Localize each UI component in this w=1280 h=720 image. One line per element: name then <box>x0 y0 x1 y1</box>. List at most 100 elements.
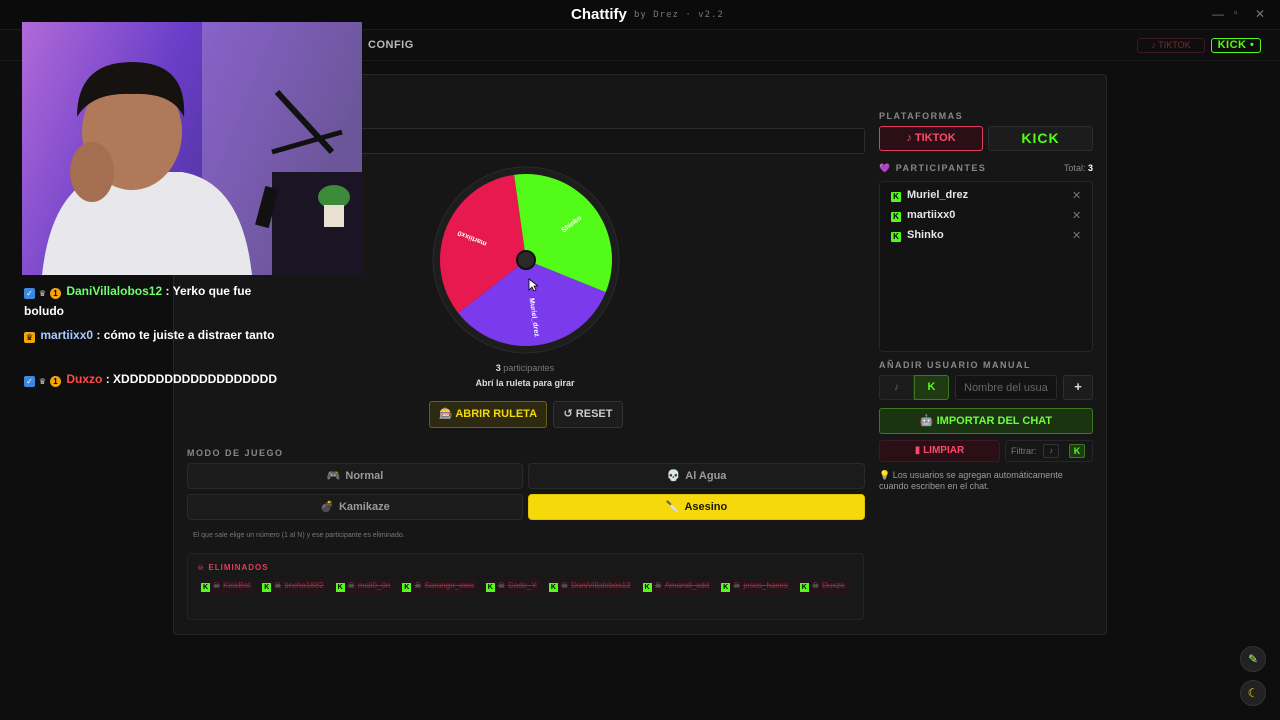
chat-username: DaniVillalobos12 <box>66 284 163 298</box>
skull-icon: ☠ <box>811 581 819 590</box>
knife-icon: 🔪 <box>665 501 680 513</box>
theme-toggle-button[interactable]: ☾ <box>1240 680 1266 706</box>
filter-kick-toggle[interactable]: K <box>1069 444 1085 458</box>
mode-description: El que sale elige un número (1 al N) y e… <box>193 532 405 539</box>
eliminated-user-tag: K ☠ tincho1882 <box>260 579 328 593</box>
verified-badge-icon: ✓ <box>24 288 35 299</box>
eliminated-user-tag: K ☠ mali0_0n <box>333 579 395 593</box>
wheel-slice <box>458 260 606 346</box>
kick-icon: K <box>485 583 495 592</box>
remove-participant-icon[interactable]: ✕ <box>1072 190 1082 202</box>
nav-tiktok-status[interactable]: ♪ TIKTOK <box>1137 38 1205 53</box>
eliminated-user-tag: K ☠ Sarango_owo <box>400 579 478 593</box>
kick-icon: K <box>402 583 412 592</box>
crown-badge-icon: ♛ <box>38 289 47 298</box>
skull-icon: ☠ <box>733 581 741 590</box>
eliminated-user-tag: K ☠ Duxzo <box>797 579 849 593</box>
filter-label: Filtrar: <box>1011 446 1037 456</box>
platform-tiktok-button[interactable]: ♪ TIKTOK <box>879 126 983 151</box>
participant-count: 3 participantes <box>495 363 555 373</box>
close-button[interactable]: ✕ <box>1255 7 1266 21</box>
add-user-label: AÑADIR USUARIO MANUAL <box>879 360 1031 370</box>
chat-username: Duxzo <box>66 372 103 386</box>
eliminated-user-tag: K ☠ Code_Y <box>483 579 541 593</box>
chat-message: ✓ ♛ 1 DaniVillalobos12 : Yerko que fue bol… <box>24 281 284 321</box>
skull-icon: ☠ <box>414 581 422 590</box>
remove-participant-icon[interactable]: ✕ <box>1072 230 1082 242</box>
open-roulette-button[interactable]: 🎰 ABRIR RULETA <box>429 401 547 428</box>
import-chat-button[interactable]: 🤖 IMPORTAR DEL CHAT <box>879 408 1093 434</box>
mouse-cursor-icon <box>528 278 538 292</box>
skull-icon: ☠ <box>347 581 355 590</box>
skull-icon: ☠ <box>560 581 569 590</box>
eliminated-user-tag: K ☠ jesus_haces <box>719 579 792 593</box>
mode-asesino-button[interactable]: 🔪 Asesino <box>528 494 865 520</box>
moon-icon: ☾ <box>1247 686 1259 700</box>
mode-kamikaze-button[interactable]: 💣 Kamikaze <box>187 494 523 520</box>
skull-icon: ☠ <box>274 581 282 590</box>
maximize-button[interactable]: ▫ <box>1234 8 1238 19</box>
skull-icon: ☠ <box>497 581 505 590</box>
edit-fab-button[interactable]: ✎ <box>1240 646 1266 672</box>
crown-badge-icon: ♛ <box>38 377 47 386</box>
participant-item: K Muriel_drez <box>891 189 968 202</box>
wheel-hub <box>516 250 536 270</box>
filter-tiktok-toggle[interactable]: ♪ <box>1043 444 1059 458</box>
participants-label: 💜 PARTICIPANTES <box>879 163 987 173</box>
nav-config-tab[interactable]: CONFIG <box>368 39 414 51</box>
remove-participant-icon[interactable]: ✕ <box>1072 210 1082 222</box>
minimize-button[interactable]: — <box>1212 7 1224 21</box>
gamepad-icon: 🎮 <box>326 470 341 482</box>
username-input[interactable] <box>955 375 1057 400</box>
clear-button[interactable]: ▮ LIMPIAR <box>879 440 1000 462</box>
kick-icon: K <box>642 583 652 592</box>
chat-username: martiixx0 <box>40 328 94 342</box>
mode-al-agua-button[interactable]: 💀 Al Agua <box>528 463 865 489</box>
wheel-hint: Abrí la ruleta para girar <box>475 378 575 388</box>
robot-icon: 🤖 <box>919 415 937 427</box>
kick-icon: K <box>891 192 901 202</box>
nav-kick-status[interactable]: KICK • <box>1211 38 1261 53</box>
chat-message: ♛ martiixx0 : cómo te juiste a distraer … <box>24 325 284 345</box>
reset-button[interactable]: ↺ RESET <box>553 401 623 428</box>
slot-icon: 🎰 <box>438 408 456 420</box>
mode-normal-button[interactable]: 🎮 Normal <box>187 463 523 489</box>
app-title: Chattify <box>571 6 627 23</box>
eliminated-title: ☠ ELIMINADOS <box>197 563 269 572</box>
kick-icon: K <box>891 212 901 222</box>
game-mode-label: MODO DE JUEGO <box>187 448 284 458</box>
verified-badge-icon: ✓ <box>24 376 35 387</box>
info-text: 💡 Los usuarios se agregan automáticament… <box>879 470 1063 491</box>
eliminated-user-tag: K ☠ Amaroll_xdd <box>640 579 714 593</box>
add-user-button[interactable]: + <box>1063 375 1093 400</box>
nav-bar: CONFIG ♪ TIKTOK KICK • <box>0 31 1280 61</box>
top-input-bar[interactable] <box>355 128 865 154</box>
kick-icon: K <box>891 232 901 242</box>
kick-icon: K <box>548 583 558 592</box>
add-platform-tiktok-toggle[interactable]: ♪ <box>879 375 914 400</box>
app-subtitle: by Drez · v2.2 <box>634 10 724 20</box>
webcam-video <box>22 22 362 275</box>
participants-total: Total: 3 <box>1063 163 1093 173</box>
skull-icon: 💀 <box>666 470 681 482</box>
platform-kick-button[interactable]: KICK <box>988 126 1093 151</box>
wheel-slice <box>514 174 612 293</box>
chat-text: : XDDDDDDDDDDDDDDDDDD <box>105 372 278 386</box>
eliminated-user-tag: K ☠ KickBot <box>199 579 255 593</box>
skull-icon: ☠ <box>213 581 221 590</box>
kick-icon: K <box>799 583 809 592</box>
trash-icon: ▮ <box>914 445 924 456</box>
kick-icon: K <box>335 583 345 592</box>
add-platform-kick-toggle[interactable]: K <box>914 375 949 400</box>
chat-message: ✓ ♛ 1 Duxzo : XDDDDDDDDDDDDDDDDDD <box>24 369 284 389</box>
skull-icon: ☠ <box>654 581 662 590</box>
participants-list <box>879 181 1093 352</box>
platforms-label: PLATAFORMAS <box>879 111 964 121</box>
kick-icon: K <box>721 583 731 592</box>
kick-icon: K <box>262 583 272 592</box>
filter-group: Filtrar: ♪ K <box>1005 440 1093 462</box>
bomb-icon: 💣 <box>320 501 334 513</box>
eliminated-user-tag: K ☠ DaniVillalobos12 <box>546 579 635 593</box>
